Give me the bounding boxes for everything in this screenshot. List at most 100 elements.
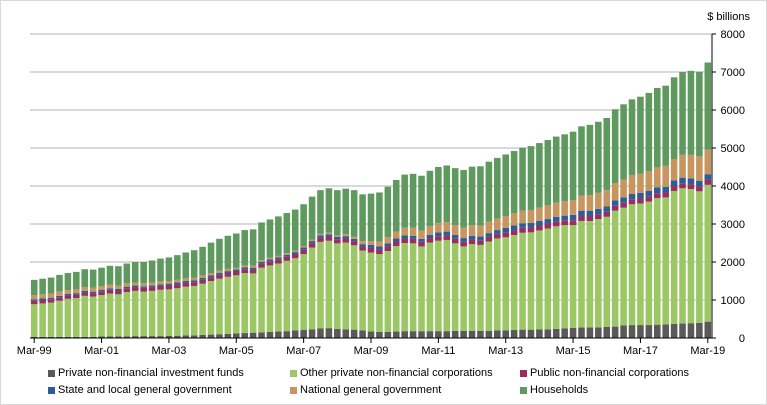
bar-segment-4-77 [679,154,686,178]
legend-swatch [48,386,55,394]
bar-segment-1-55 [494,238,501,331]
bar-segment-2-56 [502,232,509,238]
bar-segment-0-24 [233,333,240,338]
bar-segment-5-63 [561,134,568,202]
bar-segment-2-71 [628,199,636,205]
bar-segment-0-3 [56,336,63,338]
bar-segment-0-27 [258,332,265,338]
bar-segment-0-36 [334,328,341,338]
bar-segment-5-53 [477,166,484,226]
bar-segment-4-35 [325,232,333,235]
bar-segment-3-13 [140,286,147,288]
bar-segment-3-18 [182,281,190,283]
bar-segment-5-73 [645,92,653,172]
bar-segment-4-37 [342,234,350,237]
bar-segment-1-73 [645,201,653,326]
bar-segment-2-40 [367,247,375,253]
bar-segment-2-35 [325,236,333,241]
bar-segment-4-51 [460,227,467,239]
bar-segment-4-10 [115,285,122,289]
bars [30,62,712,338]
bar-segment-4-62 [552,202,560,217]
bar-segment-1-67 [595,219,602,328]
bar-segment-2-77 [679,183,686,189]
bar-segment-2-32 [300,249,307,255]
bar-segment-5-65 [578,126,585,196]
bar-segment-4-69 [611,183,619,201]
bar-segment-5-31 [291,209,299,251]
bar-segment-1-35 [325,240,333,329]
bar-segment-1-44 [401,243,408,332]
bar-segment-1-30 [283,260,291,332]
bar-segment-5-26 [249,229,257,266]
legend-label: Other private non-financial corporations [300,367,493,379]
bar-segment-1-1 [39,303,46,337]
bar-segment-1-80 [704,184,712,322]
bar-segment-0-4 [64,336,72,338]
bar-segment-0-2 [47,336,55,338]
bar-segment-4-16 [165,281,173,284]
bar-segment-5-3 [56,274,63,292]
bar-segment-1-37 [342,242,350,330]
bar-segment-4-54 [485,221,493,234]
bar-segment-3-72 [637,192,644,199]
bar-segment-0-51 [460,330,467,338]
bar-segment-3-57 [510,225,518,231]
bar-segment-3-45 [409,235,417,239]
bar-segment-4-15 [157,281,164,285]
bar-segment-3-33 [308,241,316,244]
bar-segment-5-38 [350,190,358,237]
bar-segment-0-37 [342,329,350,338]
bar-segment-1-45 [409,243,417,332]
bar-segment-0-35 [325,328,333,338]
bar-segment-4-8 [98,286,105,290]
bar-segment-2-69 [611,205,619,211]
bar-segment-1-24 [233,275,240,334]
bar-segment-3-49 [443,231,451,236]
bar-segment-2-45 [409,238,417,244]
bar-segment-0-50 [451,330,459,338]
bar-segment-0-25 [241,333,248,338]
bar-segment-2-44 [401,238,408,243]
bar-segment-2-66 [586,216,594,221]
bar-segment-4-11 [123,283,131,287]
bar-segment-0-32 [300,330,307,338]
bar-segment-5-57 [510,151,518,214]
bar-segment-2-60 [536,225,543,231]
bar-segment-0-73 [645,325,653,338]
bar-segment-4-4 [64,290,72,294]
bar-segment-1-11 [123,292,131,337]
bar-segment-4-71 [628,175,636,194]
bar-segment-5-75 [662,85,669,166]
bar-segment-2-31 [291,254,299,259]
bar-segment-5-67 [595,121,602,193]
bar-segment-0-70 [620,325,627,338]
bar-segment-5-71 [628,99,636,176]
bar-segment-1-0 [30,304,38,337]
bar-segment-0-72 [637,325,644,338]
bar-segment-2-42 [384,246,392,251]
bar-segment-1-57 [510,235,518,331]
bar-segment-4-2 [47,293,55,298]
bar-segment-2-3 [56,297,63,301]
bar-segment-5-59 [527,146,535,210]
bar-segment-4-43 [392,231,400,239]
bar-segment-5-41 [376,192,383,242]
bar-segment-3-35 [325,234,333,237]
bar-segment-0-22 [216,334,223,338]
bar-segment-0-71 [628,325,636,338]
bar-segment-2-67 [595,214,602,220]
bar-segment-2-21 [207,277,215,281]
bar-segment-0-28 [266,331,274,338]
bar-segment-4-50 [451,225,459,236]
bar-segment-1-43 [392,246,400,332]
axes: 0 1000 2000 3000 4000 5000 6000 7000 8000 Mar-99 M… [17,29,745,357]
bar-segment-3-60 [536,220,543,226]
bar-segment-3-36 [334,236,341,240]
bar-segment-4-59 [527,209,535,223]
bar-segment-1-56 [502,237,509,331]
bar-segment-1-12 [131,290,139,337]
bar-segment-3-44 [401,235,408,239]
bar-segment-5-18 [182,252,190,279]
bar-segment-1-3 [56,300,63,337]
